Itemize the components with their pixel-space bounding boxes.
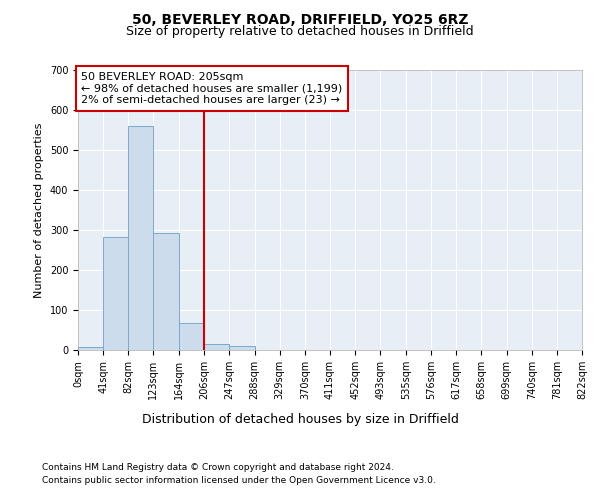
Bar xyxy=(229,346,254,350)
Y-axis label: Number of detached properties: Number of detached properties xyxy=(34,122,44,298)
Text: 50 BEVERLEY ROAD: 205sqm
← 98% of detached houses are smaller (1,199)
2% of semi: 50 BEVERLEY ROAD: 205sqm ← 98% of detach… xyxy=(81,72,343,105)
Bar xyxy=(78,347,103,350)
Bar xyxy=(179,323,203,350)
Bar xyxy=(205,344,229,350)
Text: Contains HM Land Registry data © Crown copyright and database right 2024.: Contains HM Land Registry data © Crown c… xyxy=(42,462,394,471)
Text: Size of property relative to detached houses in Driffield: Size of property relative to detached ho… xyxy=(126,25,474,38)
Text: Distribution of detached houses by size in Driffield: Distribution of detached houses by size … xyxy=(142,412,458,426)
Bar xyxy=(103,237,128,350)
Bar xyxy=(154,233,179,350)
Bar xyxy=(128,126,154,350)
Text: 50, BEVERLEY ROAD, DRIFFIELD, YO25 6RZ: 50, BEVERLEY ROAD, DRIFFIELD, YO25 6RZ xyxy=(132,12,468,26)
Text: Contains public sector information licensed under the Open Government Licence v3: Contains public sector information licen… xyxy=(42,476,436,485)
